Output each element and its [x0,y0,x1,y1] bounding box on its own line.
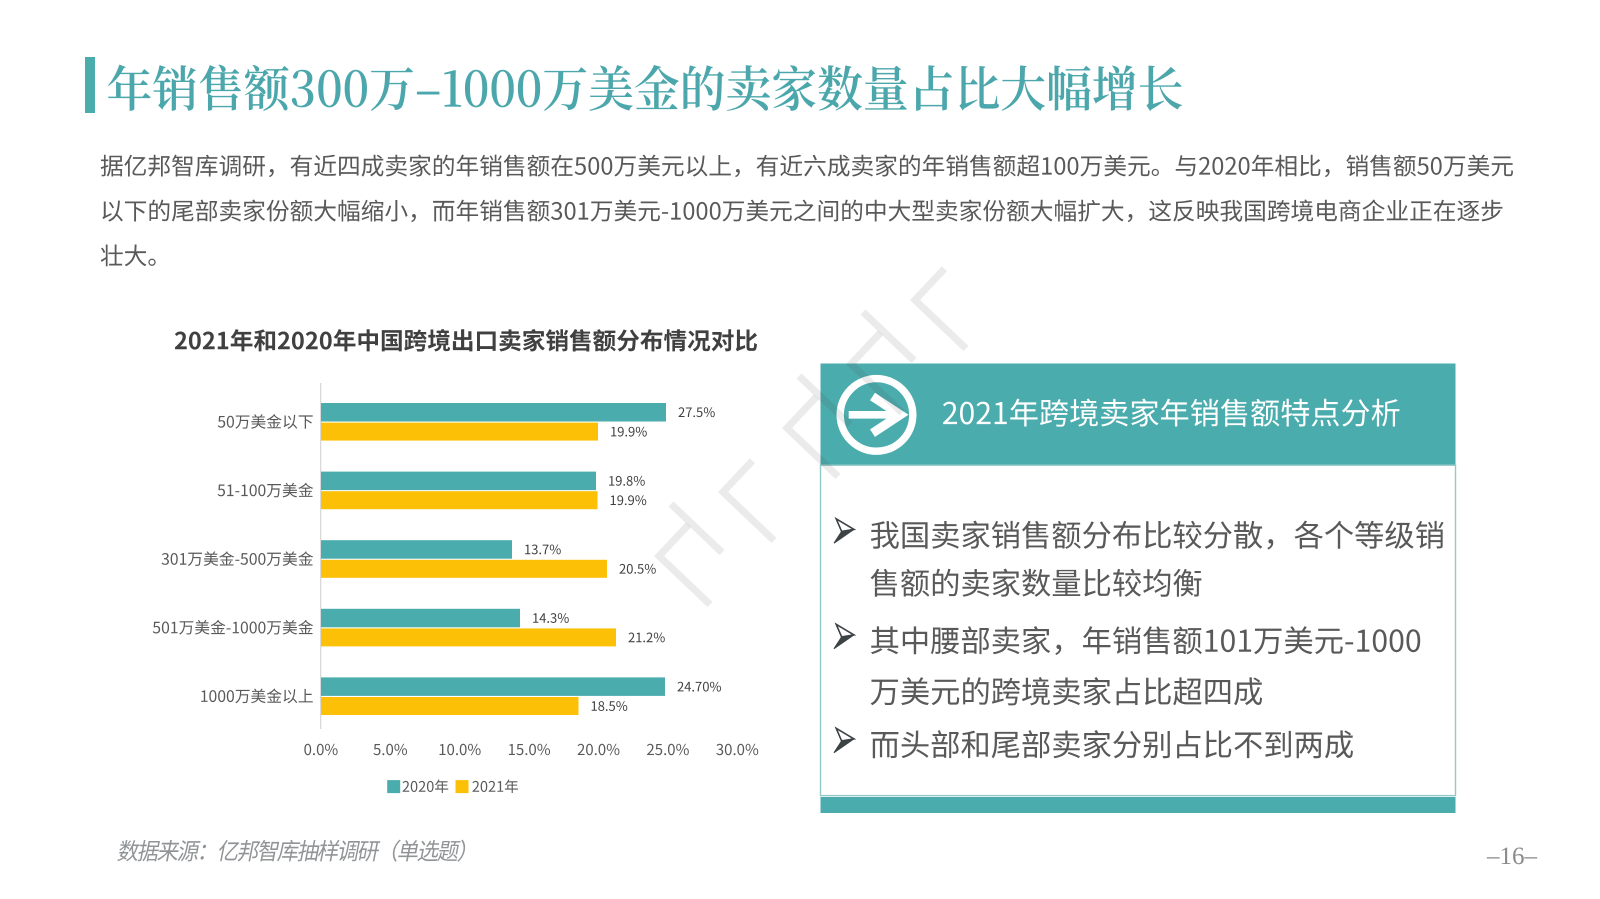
svg-text:–16–: –16– [1486,843,1538,870]
